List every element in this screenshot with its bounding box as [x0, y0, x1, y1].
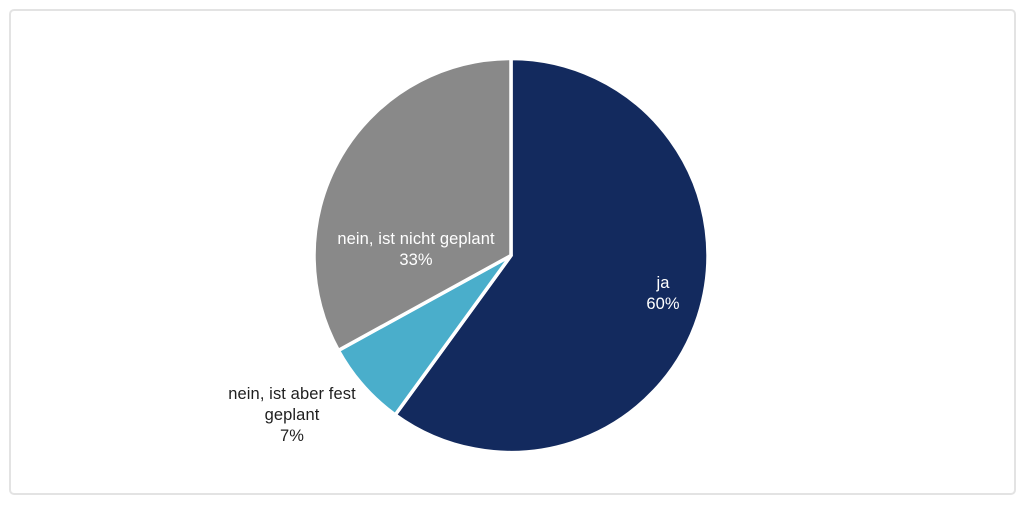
slice-name: nein, ist aber fest geplant [228, 385, 356, 424]
pie-slice-nein-nicht-geplant [312, 56, 513, 353]
pie-slice-ja [393, 56, 710, 455]
slice-label-ja: ja 60% [646, 273, 679, 315]
slice-percent: 33% [399, 251, 433, 269]
slice-percent: 7% [279, 427, 305, 445]
slice-percent: 60% [646, 295, 680, 313]
slice-name: ja [656, 274, 670, 292]
slice-label-nein-nicht-geplant: nein, ist nicht geplant 33% [337, 229, 494, 271]
slice-label-nein-aber-fest-geplant: nein, ist aber fest geplant 7% [211, 384, 373, 447]
slice-name: nein, ist nicht geplant [337, 230, 495, 248]
